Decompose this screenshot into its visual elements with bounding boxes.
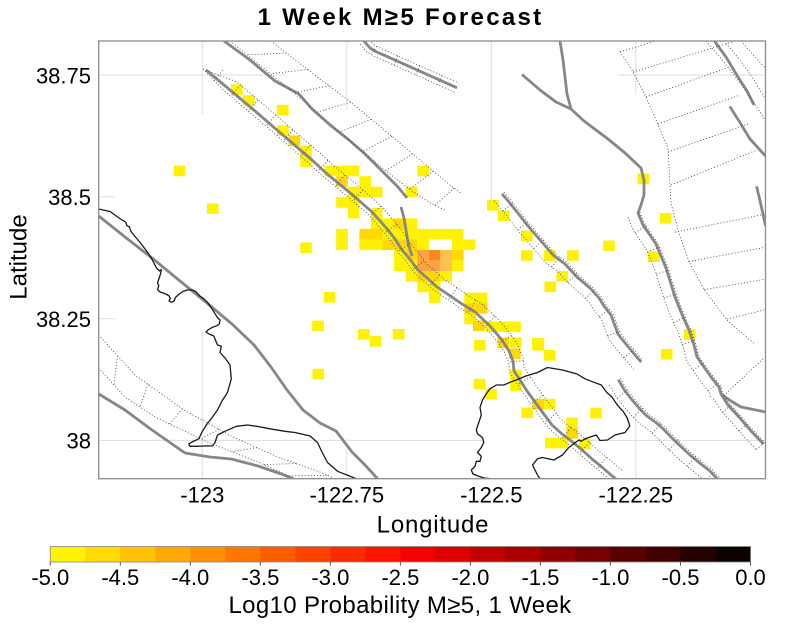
svg-text:0.0: 0.0 [735, 565, 766, 590]
svg-text:-122.25: -122.25 [598, 483, 673, 508]
svg-text:-5.0: -5.0 [31, 565, 69, 590]
svg-text:38.5: 38.5 [48, 185, 91, 210]
svg-text:-2.5: -2.5 [381, 565, 419, 590]
svg-text:-123: -123 [180, 483, 224, 508]
svg-text:-122.75: -122.75 [309, 483, 384, 508]
svg-text:-4.0: -4.0 [171, 565, 209, 590]
svg-text:1 Week M≥5 Forecast: 1 Week M≥5 Forecast [258, 4, 544, 31]
svg-text:Longitude: Longitude [377, 512, 490, 539]
svg-text:-3.0: -3.0 [311, 565, 349, 590]
svg-text:Log10 Probability M≥5, 1 Week: Log10 Probability M≥5, 1 Week [228, 592, 572, 619]
svg-text:-2.0: -2.0 [451, 565, 489, 590]
svg-text:-4.5: -4.5 [101, 565, 139, 590]
svg-text:38: 38 [67, 429, 91, 454]
svg-text:Latitude: Latitude [6, 214, 33, 299]
svg-text:-3.5: -3.5 [241, 565, 279, 590]
svg-text:-1.5: -1.5 [521, 565, 559, 590]
svg-text:38.75: 38.75 [36, 63, 91, 88]
svg-text:-122.5: -122.5 [460, 483, 522, 508]
svg-text:-1.0: -1.0 [591, 565, 629, 590]
svg-text:38.25: 38.25 [36, 307, 91, 332]
svg-text:-0.5: -0.5 [662, 565, 700, 590]
